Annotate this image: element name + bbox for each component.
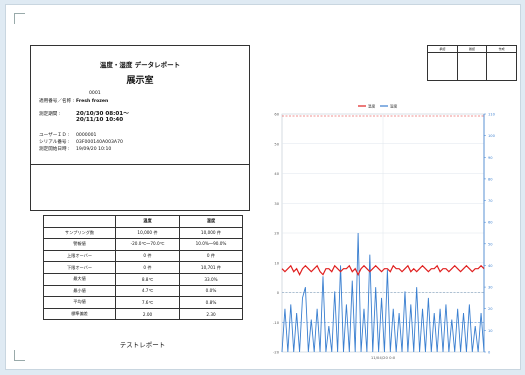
period-row: 測定期間 :20/10/30 08:01～ xyxy=(39,111,129,117)
y-right-tick-label: 0 xyxy=(488,351,491,355)
x-axis-label: 11/04/20 0:0 xyxy=(371,355,396,360)
y-right-tick-label: 20 xyxy=(488,307,493,311)
stats-header-temp: 温度 xyxy=(115,215,180,228)
sign-header-check: 確認 xyxy=(458,46,488,52)
device-id: 0001 xyxy=(89,91,101,96)
y-right-tick-label: 40 xyxy=(488,264,493,268)
stats-header-blank xyxy=(43,215,116,228)
legend-label-humidity: 湿度 xyxy=(390,104,398,109)
user-row: ユーザーＩＤ :0000001 xyxy=(39,133,97,138)
sign-cell-create xyxy=(487,53,516,80)
stats-header-hum: 湿度 xyxy=(179,215,243,228)
temperature-humidity-chart: -20 -10 0 10 20 30 40 50 60 0 10 20 30 40 50 60 70 80 90 10… xyxy=(273,104,496,361)
table-row: 標準偏差 2.00 2.30 xyxy=(43,307,243,321)
location-name: 展示室 xyxy=(126,76,154,86)
y-right-tick-label: 70 xyxy=(488,199,493,203)
crop-mark-bottom xyxy=(14,350,25,361)
report-info-box: 温度・湿度 データレポート 展示室 0001 適用番号／名称 : Fresh fr… xyxy=(30,45,250,211)
info-divider xyxy=(31,164,249,165)
y-right-tick-label: 50 xyxy=(488,242,493,246)
crop-mark-top xyxy=(14,13,25,24)
y-left-tick-label: -20 xyxy=(273,351,280,355)
y-left-tick-label: 50 xyxy=(274,142,279,146)
y-left-tick-label: 10 xyxy=(274,261,279,265)
table-row: 最大値 8.8℃ 33.0% xyxy=(43,272,243,286)
stats-header-row: 温度 湿度 xyxy=(43,215,243,228)
table-row: 最小値 4.7℃ 0.0% xyxy=(43,284,243,298)
y-right-tick-label: 10 xyxy=(488,329,493,333)
y-left-tick-label: 60 xyxy=(274,113,279,117)
sign-cell-check xyxy=(458,53,488,80)
start-row: 測定開始日時 :19/09/20 10:10 xyxy=(39,147,112,152)
y-right-tick-label: 100 xyxy=(488,134,496,138)
y-left-tick-label: -10 xyxy=(273,321,280,325)
y-left-tick-label: 0 xyxy=(277,291,280,295)
y-right-tick-label: 80 xyxy=(488,177,493,181)
legend-label-temperature: 温度 xyxy=(368,104,376,109)
y-right-tick-label: 90 xyxy=(488,156,493,160)
period-end: 20/11/10 10:40 xyxy=(76,117,124,123)
report-page: 温度・湿度 データレポート 展示室 0001 適用番号／名称 : Fresh fr… xyxy=(5,4,521,370)
sign-cell-approve xyxy=(428,53,458,80)
signature-box: 承認 確認 作成 xyxy=(427,45,517,81)
y-right-tick-label: 110 xyxy=(488,113,496,117)
sign-header-approve: 承認 xyxy=(428,46,458,52)
y-left-tick-label: 40 xyxy=(274,172,279,176)
table-row: 下限オーバー 0 件 10,701 件 xyxy=(43,261,243,274)
serial-row: シリアル番号 :03F000140A003A70 xyxy=(39,140,123,145)
sign-header-create: 作成 xyxy=(498,47,505,51)
name-row: 適用番号／名称 : Fresh frozen xyxy=(39,99,109,104)
stats-table: 温度 湿度 サンプリング数 10,000 件 10,000 件 警報値 -20.0℃～… xyxy=(43,215,243,321)
table-row: 平均値 7.6℃ 0.8% xyxy=(43,296,243,309)
report-footer: テストレポート xyxy=(119,341,166,349)
series-temperature xyxy=(281,264,485,277)
y-right-tick-label: 60 xyxy=(488,221,493,225)
series-humidity xyxy=(281,232,485,353)
table-row: 警報値 -20.0℃～70.0℃ 10.0%～90.0% xyxy=(43,238,243,251)
y-left-tick-label: 30 xyxy=(274,202,279,206)
table-row: サンプリング数 10,000 件 10,000 件 xyxy=(43,226,243,240)
chart-container: -20 -10 0 10 20 30 40 50 60 0 10 20 30 40 50 60 70 80 90 10… xyxy=(262,100,512,370)
report-title: 温度・湿度 データレポート xyxy=(99,61,181,69)
y-right-tick-label: 30 xyxy=(488,286,493,290)
y-left-tick-label: 20 xyxy=(274,232,279,236)
